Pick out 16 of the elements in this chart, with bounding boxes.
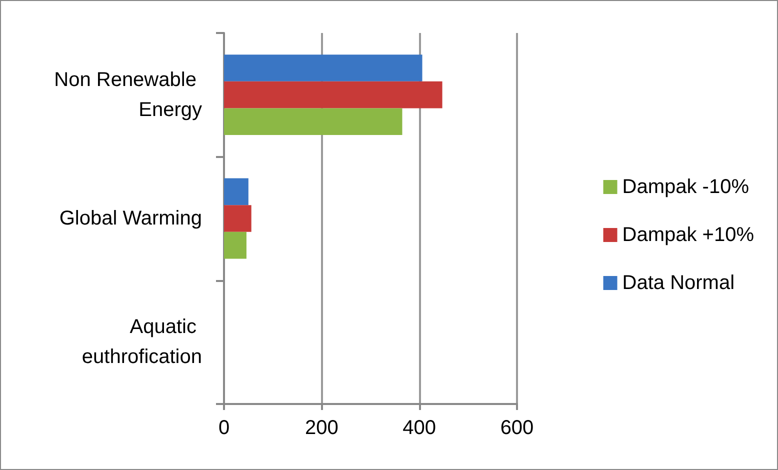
bar [224, 232, 246, 259]
y-tick-label: Non Renewable Energy [54, 68, 202, 121]
legend-label: Data Normal [622, 272, 735, 294]
legend-label: Dampak +10% [622, 224, 754, 246]
x-tick-label: 0 [218, 417, 230, 439]
bar [224, 108, 402, 136]
y-tick-label: Aquatic euthrofication [82, 316, 202, 368]
bar [224, 81, 442, 108]
y-tick-label: Global Warming [59, 208, 202, 230]
x-tick-label: 400 [402, 417, 436, 439]
bar [224, 205, 252, 232]
x-tick-label: 200 [304, 417, 338, 439]
bar [224, 54, 422, 82]
bar [224, 178, 248, 206]
legend-label: Dampak -10% [622, 176, 750, 198]
x-tick-label: 600 [500, 417, 534, 439]
